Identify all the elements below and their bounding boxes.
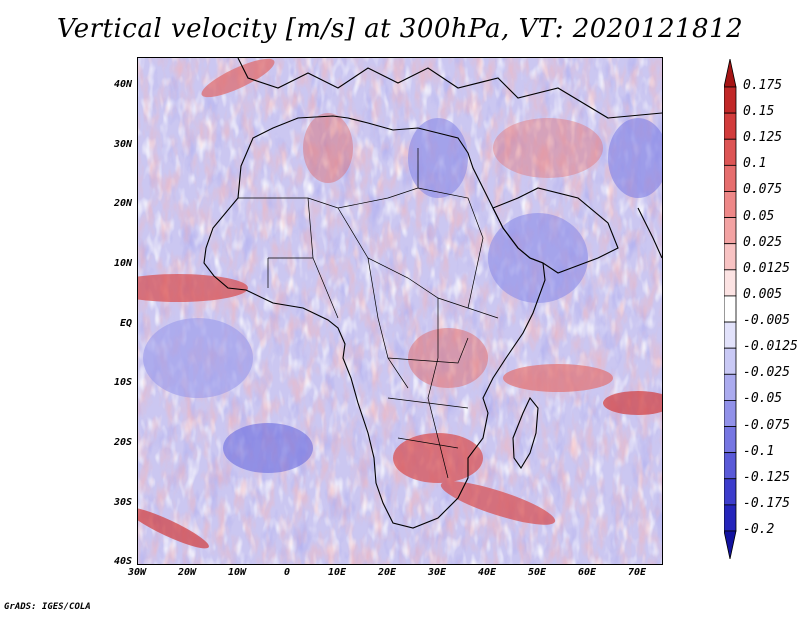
field-texture-red [138, 58, 662, 564]
colorbar-swatch [724, 426, 737, 454]
colorbar-swatch [724, 373, 737, 401]
colorbar-bottom-arrow [724, 530, 737, 559]
colorbar-swatch [724, 400, 737, 427]
lat-label-40s: 40S [113, 556, 132, 567]
lon-label-20e: 20E [377, 567, 397, 578]
india-coastline [637, 207, 662, 259]
colorbar-level-label: -0.075 [743, 417, 790, 433]
lat-label-20s: 20S [113, 437, 132, 448]
colorbar-swatch [724, 269, 737, 297]
map-panel[interactable] [137, 57, 663, 565]
inland-borders [238, 148, 499, 479]
lat-label-10s: 10S [113, 377, 132, 388]
colorbar-level-label: -0.05 [743, 391, 783, 407]
grads-credit: GrADS: IGES/COLA [4, 602, 91, 612]
lon-label-60e: 60E [577, 567, 597, 578]
colorbar-swatch [724, 138, 737, 166]
colorbar-level-label: -0.025 [743, 365, 790, 381]
colorbar-swatch [724, 112, 737, 140]
colorbar-swatch [724, 243, 737, 271]
lon-label-50e: 50E [527, 567, 547, 578]
colorbar-swatch [724, 452, 737, 480]
lat-label-eq: EQ [119, 318, 132, 329]
colorbar-level-label: 0.075 [743, 182, 783, 198]
colorbar-swatch [724, 478, 737, 506]
colorbar-level-label: 0.0125 [743, 260, 790, 276]
colorbar-swatch [724, 164, 737, 192]
lat-label-10n: 10N [113, 258, 132, 269]
colorbar-swatch [724, 295, 737, 323]
colorbar-level-label: 0.175 [743, 78, 783, 93]
vertical-velocity-map[interactable] [138, 58, 662, 564]
lon-label-70e: 70E [627, 567, 647, 578]
africa-coastline [203, 115, 546, 529]
colorbar-level-label: 0.025 [743, 234, 783, 250]
lon-label-30w: 30W [127, 567, 147, 578]
colorbar-level-label: -0.2 [743, 522, 775, 537]
colorbar-swatch [724, 217, 737, 245]
colorbar-level-label: 0.005 [743, 286, 783, 302]
colorbar-level-label: -0.005 [743, 313, 790, 329]
lon-label-30e: 30E [427, 567, 447, 578]
colorbar-level-label: 0.1 [743, 156, 767, 172]
colorbar-level-label: -0.125 [743, 469, 790, 485]
colorbar-level-label: 0.15 [743, 104, 775, 120]
colorbar-swatch [724, 191, 737, 218]
arabia-coastline [492, 187, 619, 274]
colorbar-swatch [724, 321, 737, 349]
madagascar-coastline [512, 396, 539, 470]
colorbar-swatch [724, 347, 737, 375]
colorbar-level-label: -0.1 [743, 443, 775, 459]
colorbar-level-label: -0.175 [743, 495, 790, 511]
lon-label-10w: 10W [227, 567, 247, 578]
colorbar-level-label: -0.0125 [743, 339, 798, 355]
lat-label-20n: 20N [113, 198, 132, 209]
colorbar-level-label: 0.05 [743, 208, 775, 224]
colorbar [724, 59, 737, 559]
chart-title: Vertical velocity [m/s] at 300hPa, VT: 2… [56, 14, 744, 44]
lon-label-40e: 40E [477, 567, 497, 578]
lon-label-20w: 20W [177, 567, 197, 578]
coastlines [203, 58, 662, 529]
europe-coastline [237, 58, 662, 119]
lat-label-40n: 40N [113, 79, 132, 90]
colorbar-top-arrow [724, 59, 737, 88]
lon-label-0: 0 [283, 567, 291, 578]
lat-label-30n: 30N [113, 139, 132, 150]
descent-regions [143, 118, 662, 473]
ascent-regions [138, 58, 662, 549]
colorbar-level-label: 0.125 [743, 130, 783, 146]
lon-label-10e: 10E [327, 567, 347, 578]
lat-label-30s: 30S [113, 497, 132, 508]
colorbar-swatch [724, 86, 737, 114]
colorbar-swatch [724, 504, 737, 532]
